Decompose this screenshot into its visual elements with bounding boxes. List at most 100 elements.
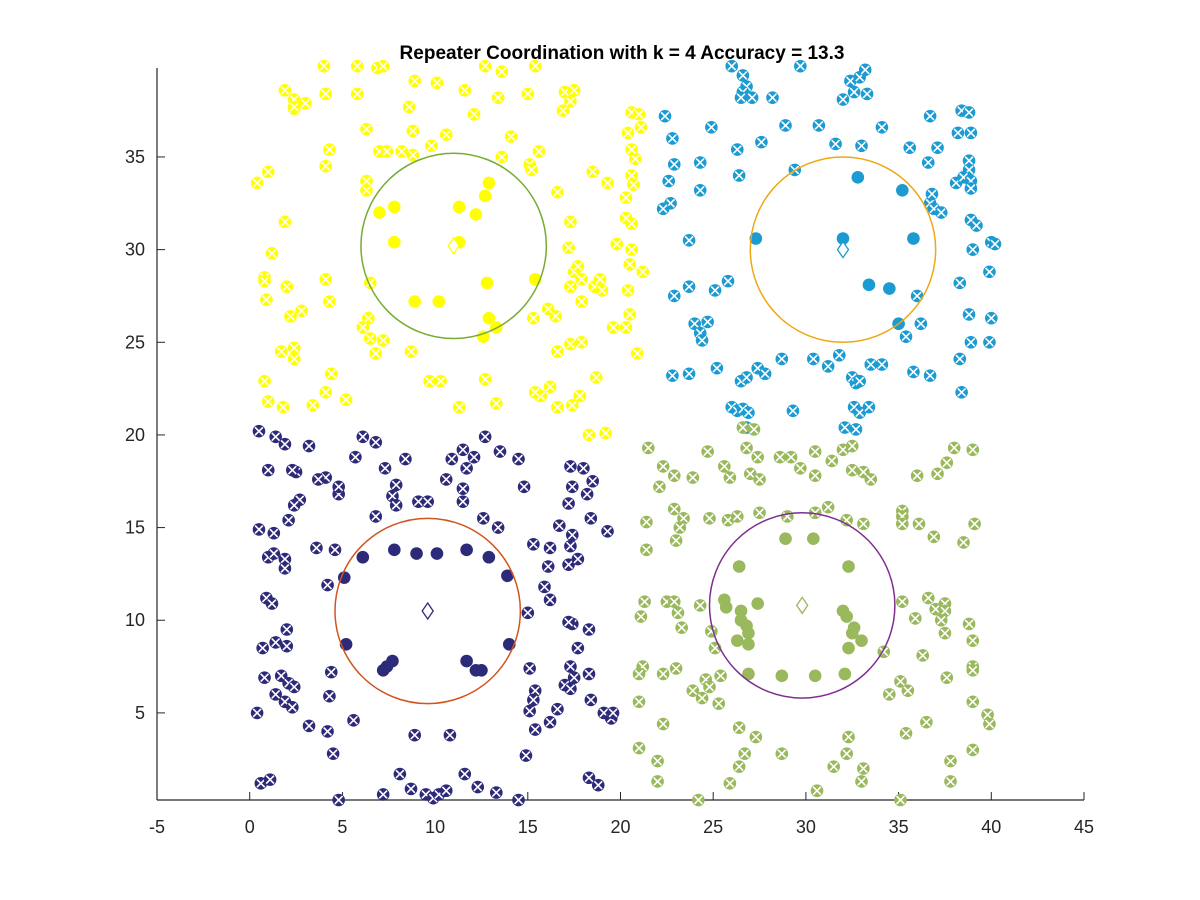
data-point xyxy=(686,684,700,697)
data-point xyxy=(595,284,609,297)
data-point xyxy=(627,178,640,192)
data-point xyxy=(849,423,863,436)
series-1 xyxy=(250,59,650,442)
selected-point xyxy=(469,208,483,221)
data-point xyxy=(899,726,913,740)
data-point xyxy=(582,667,596,681)
data-point xyxy=(287,499,301,512)
data-point xyxy=(389,499,403,512)
data-point xyxy=(295,304,308,318)
data-point xyxy=(575,272,588,286)
data-point xyxy=(369,436,383,449)
data-point xyxy=(324,665,338,679)
selected-point xyxy=(477,330,490,344)
data-point xyxy=(573,389,587,403)
data-point xyxy=(323,143,336,156)
data-point xyxy=(434,374,447,388)
selected-point xyxy=(475,663,488,677)
data-point xyxy=(642,441,655,455)
data-point xyxy=(443,728,457,742)
data-point xyxy=(284,310,297,323)
data-point xyxy=(538,580,551,594)
data-point xyxy=(280,639,294,653)
data-point xyxy=(666,132,679,145)
data-point xyxy=(489,397,503,410)
data-point xyxy=(810,784,824,798)
selected-point xyxy=(907,232,920,245)
data-point xyxy=(766,91,779,104)
data-point xyxy=(807,352,820,366)
data-point xyxy=(784,450,798,464)
data-point xyxy=(356,321,370,334)
data-point xyxy=(577,461,590,475)
data-point xyxy=(586,474,599,488)
data-point xyxy=(287,680,301,694)
selected-point xyxy=(388,200,401,214)
selected-point xyxy=(482,176,496,190)
data-point xyxy=(287,341,301,355)
data-point xyxy=(404,782,418,796)
data-point xyxy=(541,302,555,316)
selected-point xyxy=(842,641,855,655)
selected-point xyxy=(883,282,896,295)
data-point xyxy=(821,360,835,373)
data-point xyxy=(666,369,679,382)
data-point xyxy=(619,191,633,205)
data-point xyxy=(323,295,336,308)
data-point xyxy=(491,521,505,534)
selected-point xyxy=(845,626,859,640)
data-point xyxy=(528,386,542,399)
data-point xyxy=(857,517,870,531)
selected-point xyxy=(432,295,446,308)
x-tick-label: 45 xyxy=(1074,817,1094,837)
data-point xyxy=(671,606,685,620)
data-point xyxy=(593,272,607,286)
data-point xyxy=(495,65,509,79)
data-point xyxy=(860,87,874,101)
data-point xyxy=(708,284,722,297)
data-point xyxy=(582,428,596,442)
data-point xyxy=(551,702,564,716)
data-point xyxy=(456,495,470,508)
data-point xyxy=(638,595,651,609)
data-point xyxy=(521,606,535,620)
data-point xyxy=(408,74,422,88)
selected-point xyxy=(386,654,399,668)
x-tick-label: 10 xyxy=(425,817,445,837)
data-point xyxy=(393,767,407,781)
data-point xyxy=(250,706,264,720)
data-point xyxy=(632,695,646,709)
data-point xyxy=(623,308,637,321)
data-point xyxy=(855,139,868,153)
data-point xyxy=(458,83,472,97)
data-point xyxy=(439,128,453,142)
data-point xyxy=(753,473,766,486)
data-point xyxy=(966,663,980,677)
data-point xyxy=(940,456,954,470)
coverage-circle xyxy=(334,517,522,705)
x-tick-label: 20 xyxy=(610,817,630,837)
data-point xyxy=(731,510,744,523)
data-point xyxy=(940,671,954,684)
data-point xyxy=(564,215,577,229)
data-point xyxy=(723,471,737,484)
data-point xyxy=(512,452,525,466)
data-point xyxy=(404,345,418,358)
data-point xyxy=(914,317,928,331)
data-point xyxy=(907,365,920,379)
data-point xyxy=(714,669,727,683)
data-point xyxy=(669,534,683,547)
data-point xyxy=(656,202,670,216)
data-point xyxy=(701,315,714,329)
y-tick-label: 25 xyxy=(125,332,145,352)
data-point xyxy=(773,450,787,464)
data-point xyxy=(567,671,581,684)
data-point xyxy=(855,775,868,788)
selected-point xyxy=(775,669,789,683)
data-point xyxy=(250,176,264,190)
data-point xyxy=(571,641,585,655)
data-point xyxy=(269,688,282,701)
data-point xyxy=(311,473,325,486)
data-point xyxy=(758,367,772,381)
